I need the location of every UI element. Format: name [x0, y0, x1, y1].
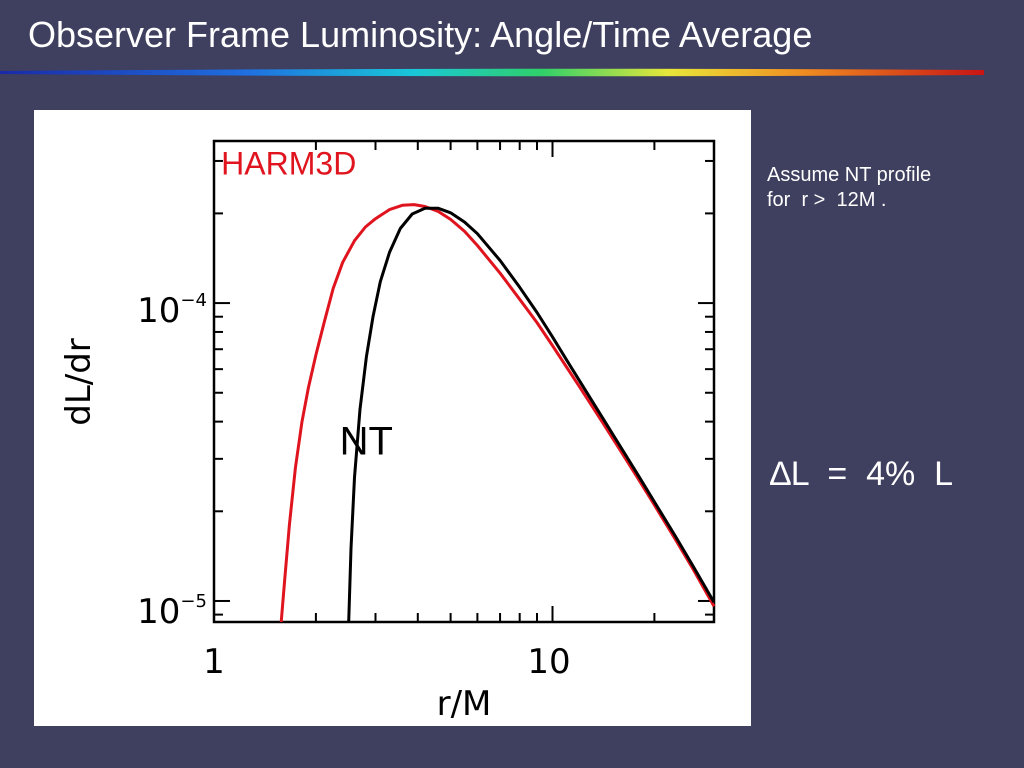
title-rainbow-rule	[0, 68, 984, 77]
plot-frame	[212, 139, 716, 624]
delta-luminosity-text: ∆L = 4% L	[770, 455, 954, 493]
y-tick-label: 10−4	[137, 290, 207, 331]
note-line-1: Assume NT profile	[767, 164, 932, 186]
luminosity-chart: 1 10 10−4 10−5 r/M dL/dr HARM3D NT	[59, 139, 716, 724]
y-tick-label: 10−5	[137, 591, 207, 632]
note-line-2: for r > 12M .	[767, 189, 887, 211]
nt-series-label: NT	[340, 420, 393, 464]
harm3d-series-label: HARM3D	[221, 146, 356, 182]
x-tick-label: 10	[527, 642, 570, 682]
nt-series-line	[347, 206, 716, 623]
harm3d-series-line	[279, 203, 716, 623]
y-axis-label: dL/dr	[59, 338, 99, 426]
x-tick-label: 1	[203, 642, 225, 682]
axis-ticks	[213, 141, 715, 622]
x-axis-label: r/M	[437, 684, 492, 724]
series-group	[279, 203, 716, 623]
plot-panel: 1 10 10−4 10−5 r/M dL/dr HARM3D NT	[34, 110, 751, 726]
side-note: Assume NT profile for r > 12M .	[767, 163, 1007, 213]
slide-title: Observer Frame Luminosity: Angle/Time Av…	[28, 14, 813, 55]
